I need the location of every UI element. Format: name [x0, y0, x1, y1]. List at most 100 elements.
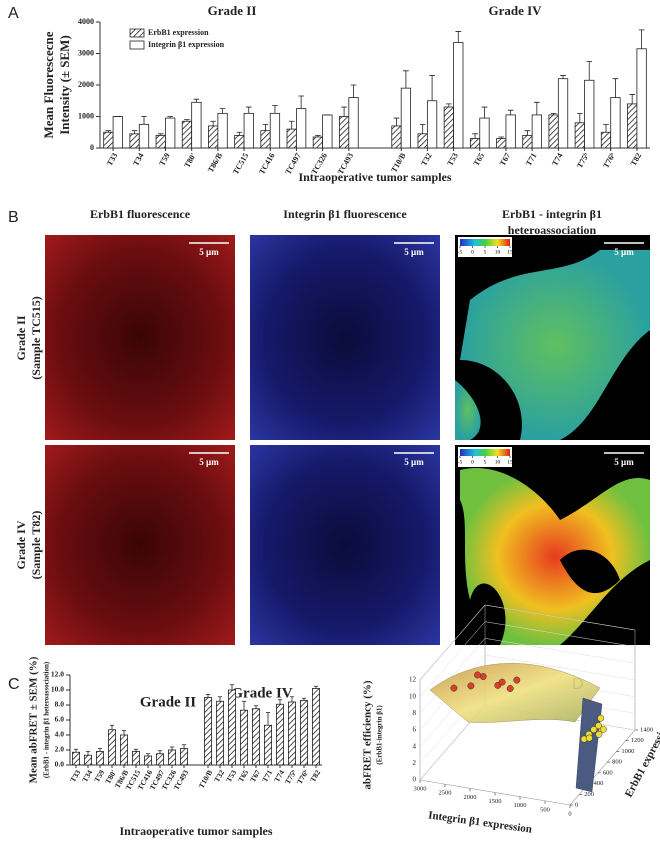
- image: [45, 235, 235, 440]
- error-bar: [298, 95, 304, 109]
- bar: [191, 101, 202, 149]
- z-tick-label: 10: [409, 692, 417, 700]
- x-tick-label: T76ᵇ: [601, 151, 617, 170]
- data-point: [498, 678, 506, 686]
- bar: [120, 734, 129, 766]
- x-axis-label: Intraoperative tumor samples: [119, 824, 272, 838]
- bar: [215, 700, 224, 766]
- error-bar: [524, 130, 531, 136]
- error-bar: [262, 123, 269, 131]
- y-tick-label: 10.0: [51, 685, 64, 694]
- error-bar: [193, 98, 200, 103]
- error-bar: [403, 70, 409, 89]
- image: [45, 445, 235, 645]
- image: [250, 235, 440, 440]
- group-label: Grade IV: [488, 3, 542, 18]
- bar: [505, 114, 516, 149]
- bar: [522, 134, 533, 149]
- column-title: ErbB1 fluorescence: [90, 207, 191, 221]
- y-tick-label: 2.0: [55, 745, 65, 754]
- scale-bar-label: 5 µm: [404, 247, 424, 257]
- x-tick-label: T74: [550, 151, 564, 167]
- colorbar-tick-label: 0: [471, 459, 474, 465]
- error-bar: [205, 694, 211, 698]
- scale-bar-label: 5 µm: [199, 457, 219, 467]
- group-label: Grade II: [208, 3, 257, 18]
- colorbar-tick-label: 15: [507, 249, 513, 255]
- panel-label: B: [8, 209, 19, 226]
- panel-label: C: [8, 676, 20, 693]
- scale-bar-label: 5 µm: [199, 247, 219, 257]
- bar: [72, 751, 81, 766]
- bar: [143, 755, 152, 766]
- x-tick-label: T67: [248, 768, 262, 784]
- error-bar: [429, 75, 435, 101]
- error-bar: [73, 748, 79, 753]
- z-axis-label: abFRET efficiency (%): [362, 680, 374, 790]
- bar: [610, 97, 621, 149]
- grid-line: [419, 654, 636, 731]
- error-bar: [85, 751, 91, 756]
- bar: [167, 749, 176, 766]
- z-tick-label: 8: [413, 709, 417, 717]
- bar: [312, 136, 324, 149]
- y-axis-label: (ErbB1 - integrin β1 heteroassociation): [43, 661, 51, 778]
- z-tick-label: 2: [413, 759, 417, 767]
- bar: [96, 751, 105, 766]
- panel-label: A: [8, 5, 19, 22]
- error-bar: [253, 705, 259, 709]
- error-bar: [393, 117, 400, 126]
- x-tick-label: 0: [568, 810, 571, 817]
- x-tick-label: 1500: [489, 798, 502, 805]
- x-tick-label: 500: [540, 806, 550, 813]
- z-tick-label: 0: [413, 776, 417, 784]
- colorbar-tick-label: 10: [495, 459, 501, 465]
- y-tick-label: 400: [594, 780, 604, 787]
- y-tick-label: 200: [584, 791, 594, 798]
- bar: [208, 125, 219, 149]
- x-tick-label: T33: [105, 151, 119, 167]
- data-point: [467, 682, 475, 690]
- x-tick-label: T53: [445, 151, 459, 167]
- y-tick-label: 0.0: [55, 760, 65, 769]
- row-title: Grade IV: [14, 520, 28, 569]
- y-tick-label: 4000: [78, 17, 94, 26]
- x-tick-label: T34: [131, 151, 145, 167]
- bar: [636, 48, 647, 149]
- x-axis-label: Integrin β1 expression: [427, 809, 532, 835]
- bar: [181, 120, 193, 149]
- data-point: [513, 676, 521, 684]
- image: [460, 250, 650, 440]
- colorbar-tick-label: 5: [484, 459, 487, 465]
- colorbar-tick-label: 5: [484, 249, 487, 255]
- bar: [426, 100, 438, 149]
- colorbar-tick-label: 0: [471, 249, 474, 255]
- error-bar: [638, 29, 645, 49]
- image: [560, 549, 620, 594]
- y-axis-label: Intensity (± SEM): [57, 35, 72, 135]
- bar: [217, 112, 228, 149]
- bar: [138, 123, 150, 149]
- scale-bar-label: 5 µm: [614, 457, 634, 467]
- error-bar: [210, 120, 216, 126]
- error-bar: [265, 712, 271, 726]
- data-point: [585, 734, 593, 742]
- column-title: Integrin β1 fluorescence: [283, 207, 407, 221]
- bar: [548, 114, 559, 149]
- error-bar: [277, 699, 283, 705]
- data-point: [595, 730, 603, 738]
- y-tick-label: 12.0: [51, 670, 64, 679]
- data-point: [597, 714, 605, 722]
- bar: [269, 112, 281, 149]
- error-bar: [131, 130, 138, 134]
- row-title: Grade II: [14, 315, 28, 360]
- colorbar-tick-label: -5: [458, 249, 463, 255]
- error-bar: [219, 108, 226, 114]
- error-bar: [603, 123, 609, 133]
- x-tick-label: T59: [157, 151, 171, 167]
- x-tick-label: T86/B: [206, 151, 225, 174]
- bar: [275, 703, 284, 766]
- scale-bar-label: 5 µm: [614, 247, 634, 257]
- bar: [338, 116, 350, 149]
- error-bar: [141, 116, 147, 125]
